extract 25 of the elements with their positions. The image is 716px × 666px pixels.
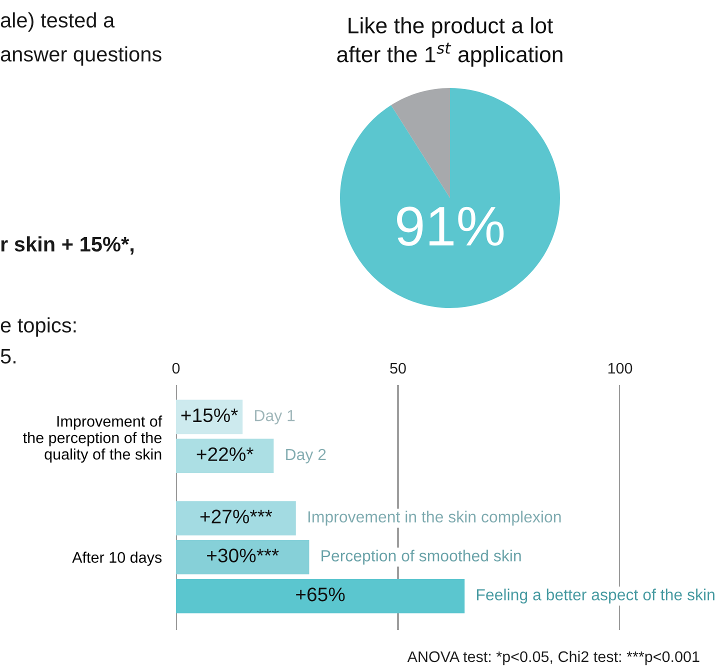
series-label: Day 2 [286, 448, 326, 464]
series-label: Feeling a better aspect of the skin [477, 588, 714, 604]
y-tick-label: Improvement of the perception of the quality of the skin [23, 416, 162, 463]
data-label: +30%*** [207, 548, 279, 562]
x-tick-label: 0 [172, 362, 180, 374]
series-label: Improvement in the skin complexion [308, 510, 561, 526]
text: 5. [0, 349, 16, 364]
chart-title: Like the product a lot after the 1$^{st}$ application [337, 17, 562, 67]
text: ale) tested a [0, 12, 115, 32]
series-label: Perception of smoothed skin [322, 550, 521, 565]
data-label: +65% [296, 588, 345, 602]
x-tick-label: 50 [390, 362, 406, 374]
data-label: +22%* [196, 447, 254, 462]
x-tick-label: 100 [608, 362, 632, 374]
y-tick-label: After 10 days [72, 552, 162, 566]
text: e topics: [0, 317, 76, 337]
data-label: 91% [397, 206, 504, 246]
text: answer questions [0, 46, 162, 66]
data-label: +27%*** [200, 510, 272, 524]
text: ANOVA test: *p<0.05, Chi2 test: ***p<0.001 [407, 650, 700, 666]
pie-slice [340, 88, 560, 308]
pie-slice [391, 88, 450, 198]
text: r skin + 15%*, [1, 236, 134, 255]
series-label: Day 1 [255, 410, 295, 424]
data-label: +15%* [181, 408, 238, 422]
